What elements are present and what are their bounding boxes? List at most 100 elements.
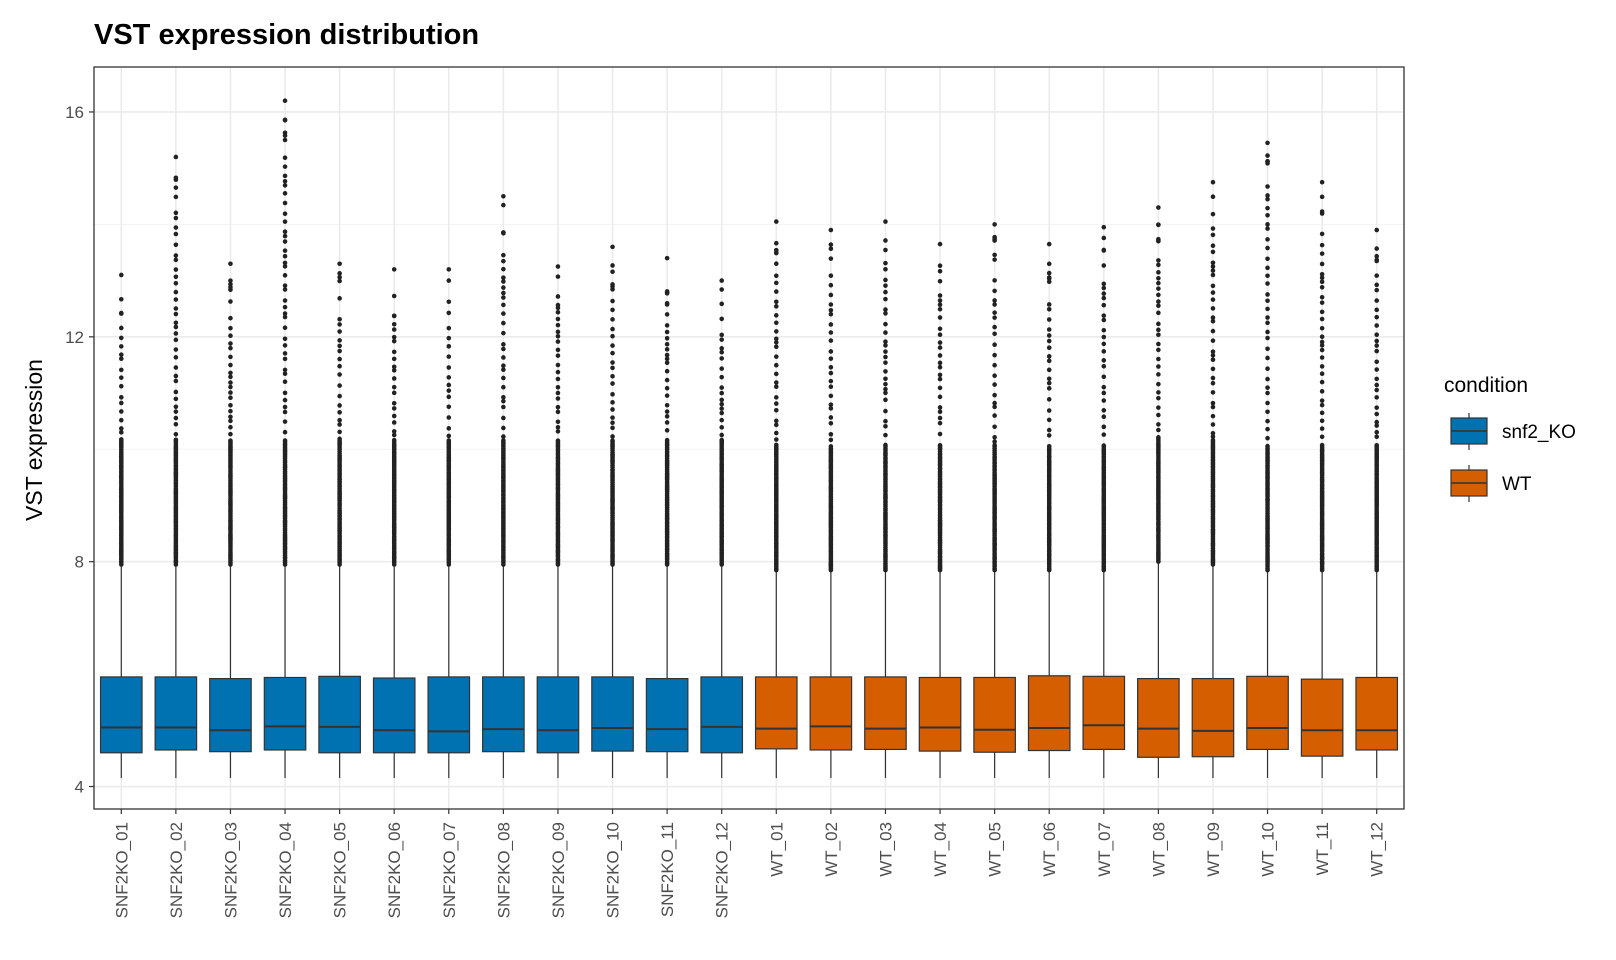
outlier-point [883,376,888,382]
outlier-point [992,257,997,262]
box-SNF2KO_07 [427,267,471,779]
outlier-point [1319,325,1325,331]
outlier-point [610,400,615,405]
outlier-point [555,384,561,390]
outlier-point [610,373,615,379]
outlier-point [1319,402,1325,408]
outlier-point [173,210,179,216]
outlier-point [1319,410,1325,416]
outlier-point [992,236,997,242]
outlier-point [883,343,888,348]
outlier-point [1210,264,1216,269]
outlier-point [555,274,561,279]
outlier-point [1046,276,1052,281]
outlier-point [719,397,725,403]
outlier-point [446,335,452,341]
outlier-point [1156,412,1161,418]
outlier-point [1265,366,1270,372]
outlier-point [501,394,506,400]
outlier-point [992,382,997,387]
outlier-point [1319,347,1325,353]
outlier-point [282,419,288,424]
outlier-point [1210,353,1216,358]
outlier-point [992,278,997,283]
outlier-point [1101,349,1107,354]
outlier-point [1265,426,1270,432]
outlier-point [937,302,943,307]
outlier-point [1319,355,1325,360]
x-tick-label: SNF2KO_11 [658,822,677,917]
outlier-point [719,316,725,322]
iqr-box [1027,675,1071,752]
outlier-point [391,376,397,381]
outlier-point [1374,338,1380,344]
iqr-box [536,676,580,754]
outlier-point [555,429,561,434]
outlier-point [1156,280,1161,286]
outlier-point [1319,285,1325,290]
x-tick-label: WT_05 [986,822,1005,877]
outlier-point [1156,390,1161,395]
outlier-point [1374,429,1380,435]
outlier-point [282,130,288,136]
outlier-point [555,419,561,425]
outlier-point [173,415,179,421]
outlier-point [1265,443,1270,449]
outlier-point [1319,242,1325,248]
outlier-point [555,404,561,410]
outlier-point [173,389,179,395]
outlier-point [501,425,506,431]
outlier-point [1156,427,1161,433]
iqr-box [700,676,744,754]
outlier-point [446,438,452,443]
outlier-point [1046,427,1052,433]
outlier-point [282,404,288,410]
outlier-point [1265,376,1270,382]
outlier-point [555,339,561,344]
outlier-point [118,344,124,349]
outlier-point [1319,426,1325,431]
iqr-box [318,675,361,754]
x-tick-label: SNF2KO_07 [440,822,459,918]
outlier-point [555,424,561,430]
outlier-point [883,266,888,272]
outlier-point [664,437,670,443]
outlier-point [1265,335,1270,341]
outlier-point [773,313,779,318]
outlier-point [118,409,124,414]
outlier-point [828,393,834,399]
outlier-point [937,372,943,378]
outlier-point [1210,430,1216,436]
outlier-point [1374,257,1380,263]
outlier-point [501,290,506,296]
outlier-point [1101,313,1107,318]
x-tick-label: SNF2KO_05 [331,822,350,918]
x-tick-label: WT_08 [1149,822,1168,877]
outlier-point [1319,418,1325,424]
x-tick-label: SNF2KO_02 [167,822,186,918]
outlier-point [937,340,943,345]
outlier-point [446,426,452,431]
outlier-point [282,351,288,356]
outlier-point [282,367,288,373]
outlier-point [555,302,561,308]
outlier-point [555,409,561,415]
outlier-point [1101,341,1107,347]
outlier-point [937,415,943,421]
outlier-point [610,434,615,439]
outlier-point [773,395,779,400]
outlier-point [1101,295,1107,301]
outlier-point [937,293,943,298]
outlier-point [555,347,561,353]
outlier-point [391,327,397,332]
box-WT_09 [1191,179,1235,779]
outlier-point [173,347,179,352]
outlier-point [173,324,179,330]
outlier-point [1265,205,1270,211]
outlier-point [937,263,943,268]
outlier-point [664,312,670,317]
outlier-point [828,330,834,335]
outlier-point [282,325,288,331]
outlier-point [118,352,124,357]
